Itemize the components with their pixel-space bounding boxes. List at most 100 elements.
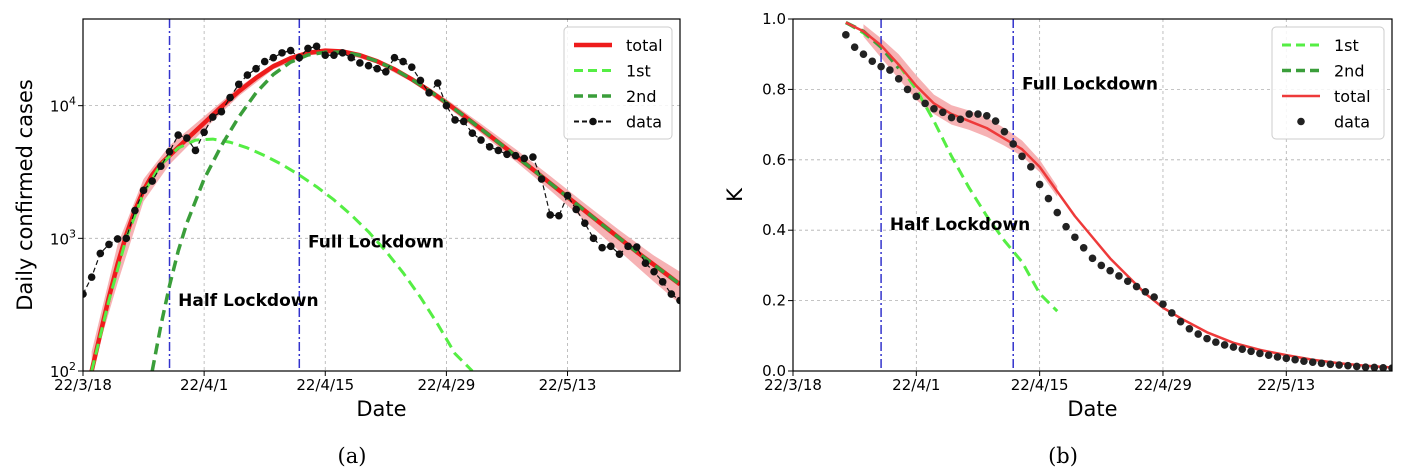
data-point (842, 31, 850, 39)
data-point (477, 136, 485, 144)
data-point (1106, 266, 1114, 275)
data-point (1379, 364, 1387, 371)
data-point (330, 51, 338, 60)
data-point (208, 113, 217, 121)
data-point (606, 242, 615, 251)
data-point (356, 59, 364, 67)
data-point (122, 234, 131, 243)
legend: 1st 2nd total data (1271, 26, 1385, 140)
data-point (278, 49, 286, 57)
data-point (938, 108, 947, 117)
x-tick-label: 22/4/15 (296, 376, 354, 394)
data-point (433, 79, 442, 87)
data-point (1229, 343, 1238, 351)
data-point (598, 243, 606, 252)
data-point (1361, 363, 1370, 371)
data-point (912, 92, 921, 101)
x-tick-label: 22/4/29 (417, 376, 475, 394)
data-point (494, 146, 503, 155)
data-point (850, 43, 859, 51)
data-point (113, 235, 122, 243)
data-point (859, 50, 868, 58)
data-point (1167, 309, 1176, 317)
panel-b-chart: Full Lockdown Half Lockdown 22/3/18 22/4/1 2… (723, 10, 1393, 421)
data-point (947, 113, 956, 122)
data-point (1273, 353, 1282, 361)
data-point (1317, 359, 1326, 368)
data-point (1044, 194, 1053, 203)
legend-1st-label: 1st (1334, 36, 1359, 55)
data-point (295, 53, 304, 62)
data-point (641, 259, 650, 267)
plot-area (842, 19, 1392, 371)
legend: total 1st 2nd data (563, 26, 673, 140)
data-point (1018, 152, 1026, 161)
data-point (1035, 180, 1044, 189)
data-point (903, 85, 912, 94)
data-point (615, 250, 624, 258)
plot-area (83, 19, 680, 371)
data-point (1308, 358, 1317, 367)
caption-a: (a) (338, 444, 367, 468)
data-point (399, 57, 407, 66)
x-axis-label: Date (356, 397, 406, 421)
data-point (650, 267, 658, 276)
data-point (226, 93, 234, 102)
y-tick-label: 1.0 (762, 10, 786, 28)
legend-data-label: data (626, 113, 662, 132)
data-point (991, 117, 1000, 125)
y-tick-label: 0.8 (762, 80, 786, 98)
data-point (1220, 341, 1229, 349)
data-point (174, 131, 182, 139)
series-data-line (83, 45, 680, 301)
data-point (930, 104, 938, 113)
legend-2nd-label: 2nd (1334, 62, 1364, 81)
data-point (511, 151, 520, 160)
data-point (868, 57, 877, 66)
data-point (1256, 349, 1264, 358)
y-tick-label: 0.4 (762, 221, 786, 239)
x-tick-label: 22/4/1 (892, 376, 940, 394)
data-point (581, 219, 589, 228)
axes-frame (792, 18, 1393, 372)
data-point (1344, 361, 1352, 370)
data-point (83, 290, 87, 298)
data-point (485, 142, 494, 151)
data-point (1053, 208, 1062, 217)
data-point (304, 44, 312, 53)
x-tick-label: 22/5/13 (539, 376, 597, 394)
data-point (1088, 254, 1097, 263)
y-tick-label: 104 (50, 95, 76, 116)
data-point (364, 61, 373, 70)
series-total-line (845, 21, 1392, 369)
legend-total-label: total (1334, 87, 1371, 106)
data-point (165, 147, 174, 156)
data-point (1000, 127, 1009, 136)
caption-b: (b) (1048, 444, 1078, 468)
data-point (1132, 282, 1141, 291)
data-point (1097, 261, 1106, 270)
x-tick-label: 22/3/18 (54, 376, 112, 394)
data-point (894, 75, 903, 83)
data-point (347, 53, 356, 62)
legend-total-label: total (626, 36, 663, 55)
data-point (1388, 364, 1392, 371)
y-tick-label: 102 (50, 360, 76, 381)
legend-data-marker (589, 117, 597, 126)
data-point (269, 53, 278, 62)
data-point (451, 116, 459, 124)
data-point (546, 211, 555, 219)
data-point (407, 63, 416, 71)
y-tick-label: 103 (50, 227, 76, 248)
data-point (1009, 140, 1018, 148)
data-point (658, 278, 667, 286)
data-point (425, 89, 433, 97)
legend-data-label: data (1334, 113, 1370, 132)
data-point (1212, 338, 1220, 346)
data-point (442, 101, 451, 110)
y-tick-label: 0.6 (762, 151, 786, 169)
data-point (183, 134, 191, 142)
data-point (468, 129, 477, 138)
uncertainty-band (863, 24, 1058, 197)
data-point (382, 67, 390, 76)
